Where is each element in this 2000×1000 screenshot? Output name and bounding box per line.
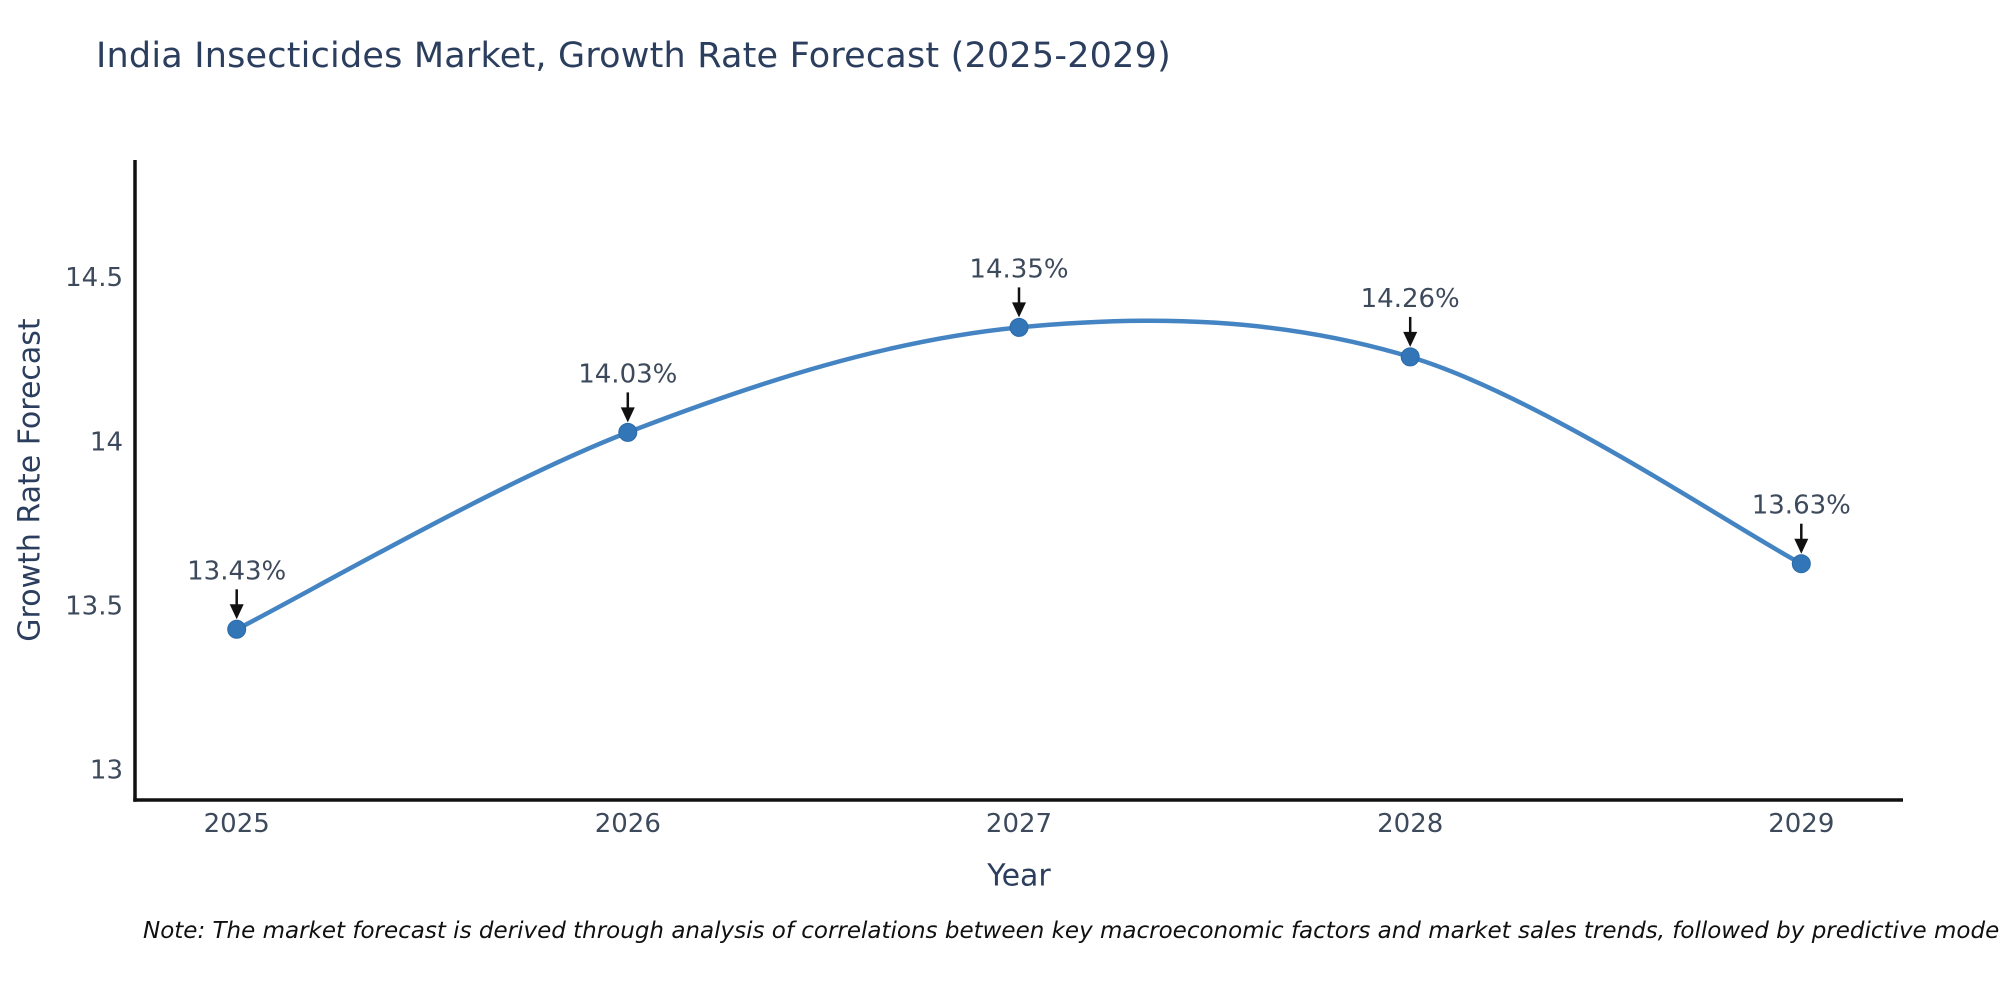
point-value-annotation: 14.03% (578, 359, 677, 389)
x-tick-label: 2029 (1768, 809, 1834, 839)
annotation-arrow-head (229, 604, 244, 620)
point-value-annotation: 13.63% (1752, 491, 1851, 521)
x-tick-label: 2026 (595, 809, 661, 839)
annotation-arrow-head (620, 407, 635, 423)
forecast-spline-line (234, 318, 1804, 632)
point-value-annotation: 14.26% (1361, 284, 1460, 314)
annotation-arrow-head (1403, 331, 1418, 347)
point-value-annotation: 13.43% (187, 556, 286, 586)
y-tick-label: 13.5 (65, 591, 123, 621)
y-tick-label: 14.5 (65, 263, 123, 293)
annotation-arrow-head (1012, 302, 1026, 318)
data-point-marker[interactable] (1400, 347, 1420, 367)
annotation-arrow-head (1794, 538, 1809, 554)
footnote-text: Note: The market forecast is derived thr… (143, 918, 2000, 944)
point-value-annotation: 14.35% (969, 254, 1068, 284)
y-tick-label: 13 (90, 756, 123, 786)
y-tick-label: 14 (90, 427, 123, 457)
data-point-marker[interactable] (1791, 554, 1811, 574)
y-axis-title: Growth Rate Forecast (13, 318, 48, 642)
data-point-marker[interactable] (618, 422, 638, 442)
data-point-marker[interactable] (227, 619, 247, 639)
x-tick-label: 2028 (1377, 809, 1443, 839)
chart-title: India Insecticides Market, Growth Rate F… (96, 36, 1171, 76)
data-point-marker[interactable] (1009, 317, 1029, 337)
x-tick-label: 2027 (986, 809, 1052, 839)
x-tick-label: 2025 (204, 809, 270, 839)
x-axis-title: Year (986, 859, 1051, 894)
